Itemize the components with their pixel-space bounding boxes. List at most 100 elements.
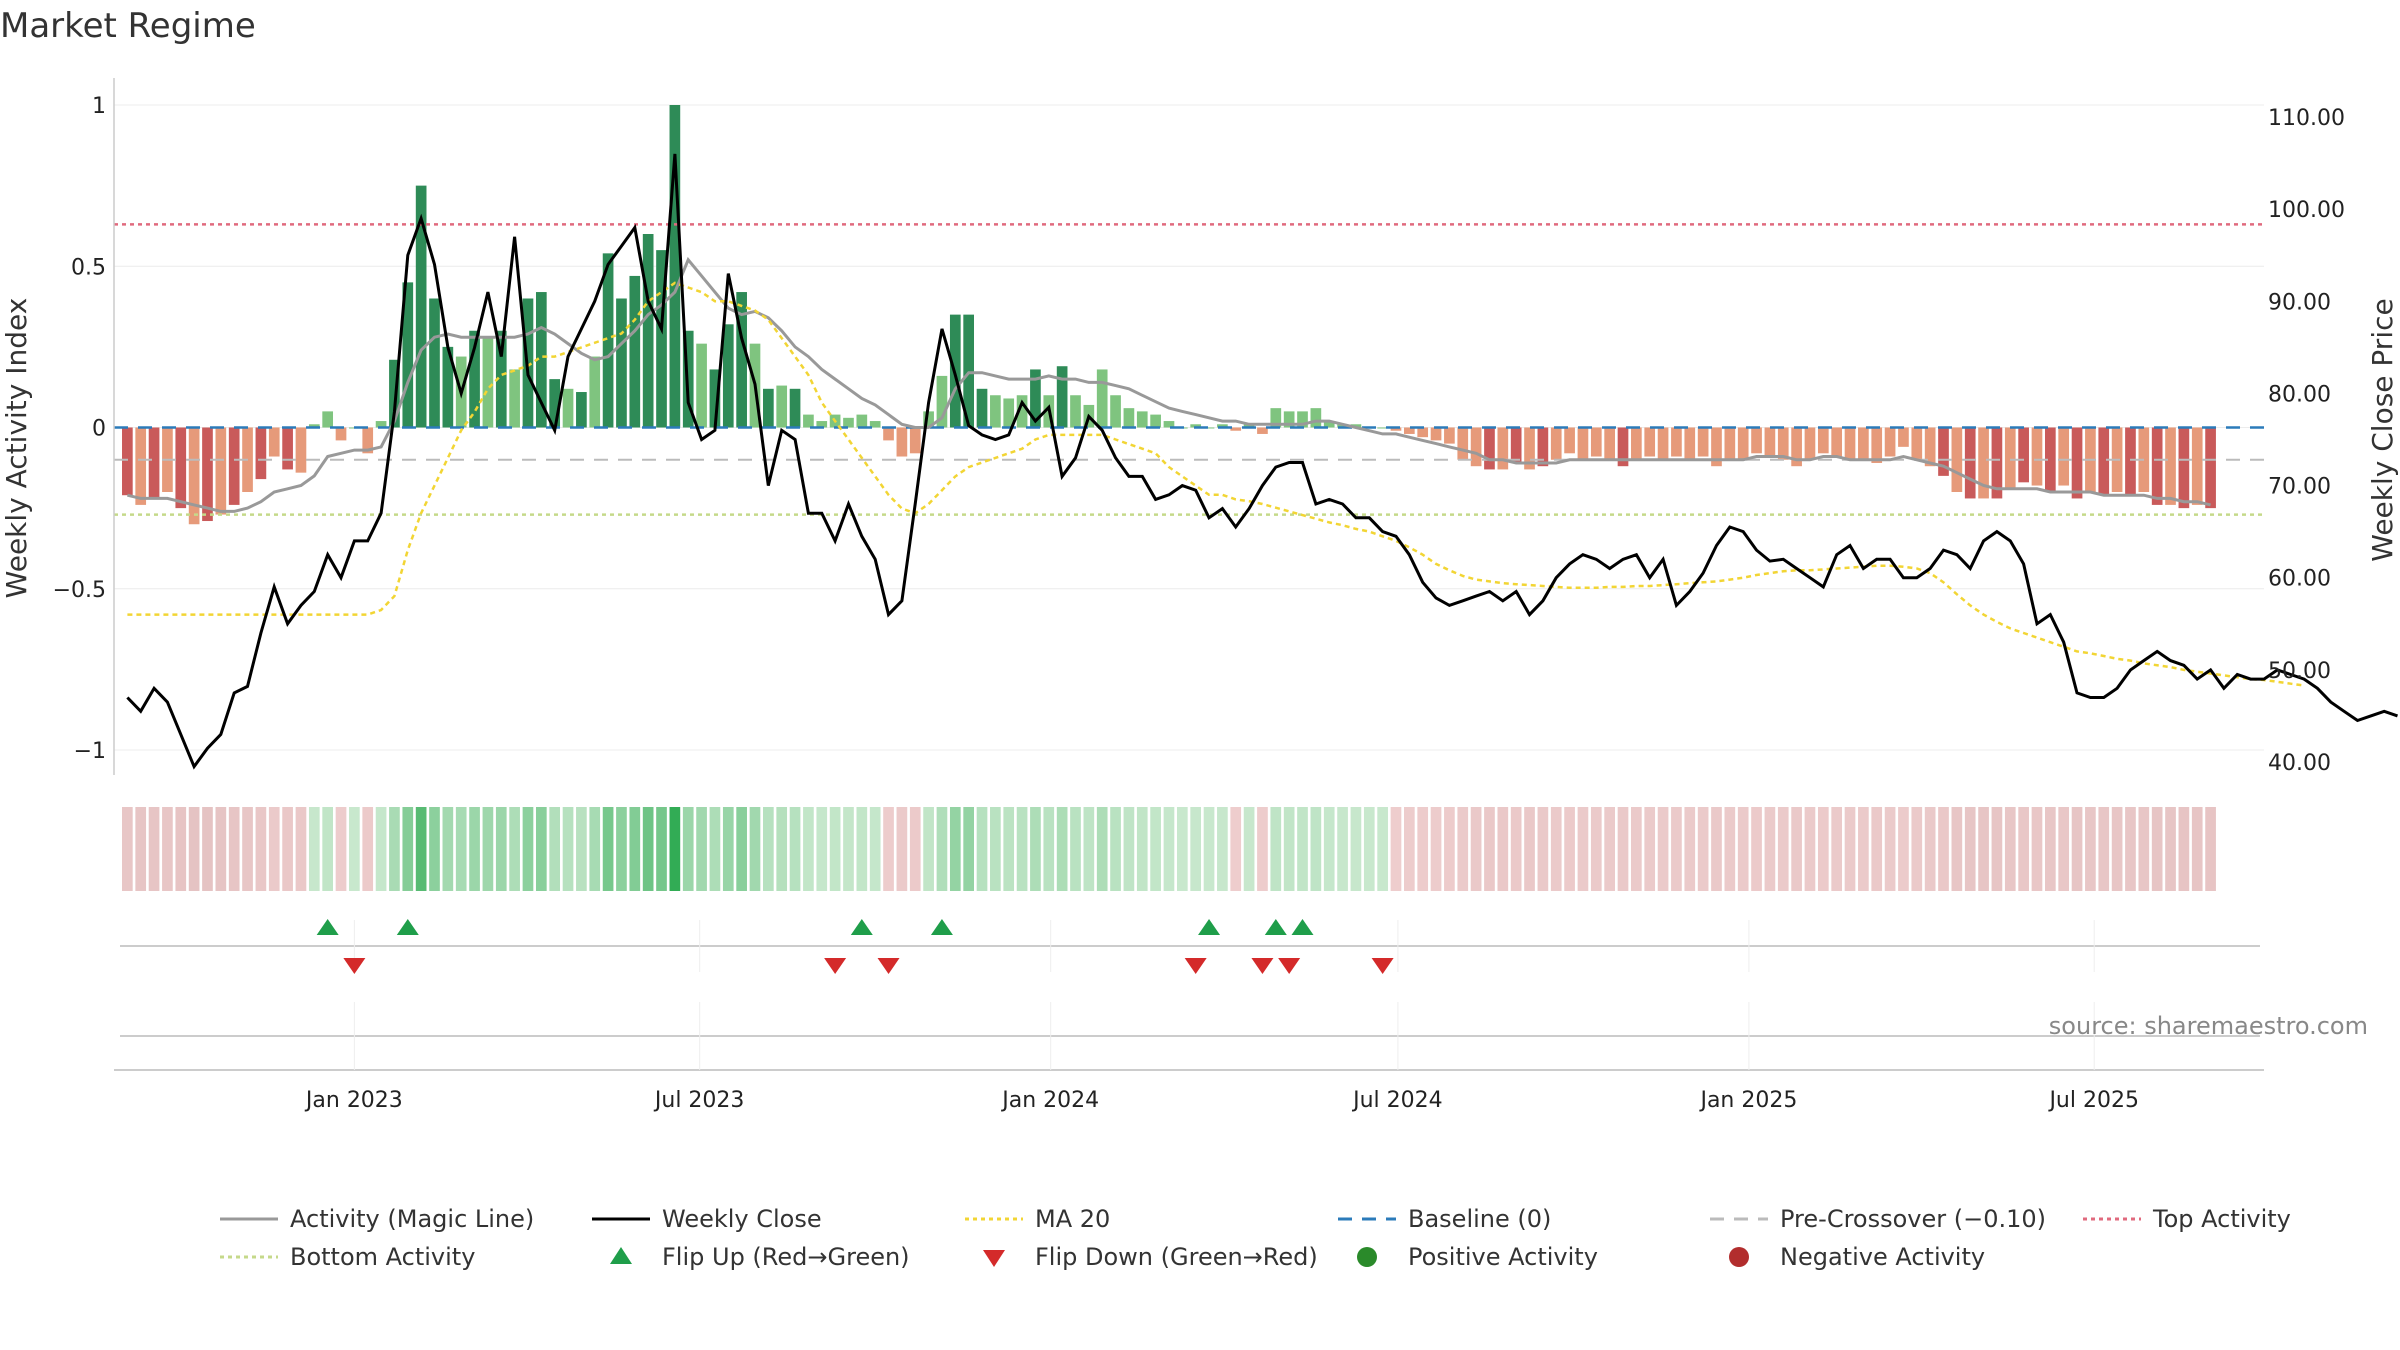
- heat-cell: [1444, 807, 1455, 891]
- heat-cell: [1390, 807, 1402, 891]
- heat-cell: [1163, 807, 1175, 891]
- x-tick-label: Jan 2023: [304, 1088, 403, 1113]
- activity-bar: [1911, 427, 1923, 460]
- x-tick-label: Jan 2025: [1698, 1088, 1797, 1113]
- heat-cell: [268, 807, 280, 891]
- heat-cell: [1964, 807, 1976, 891]
- heat-cell: [1537, 807, 1549, 891]
- heat-cell: [1604, 807, 1615, 891]
- activity-bar: [1791, 427, 1802, 467]
- heat-cell: [362, 807, 374, 891]
- heat-cell: [763, 807, 774, 891]
- left-tick-label: −0.5: [53, 578, 106, 603]
- activity-bar: [656, 250, 667, 428]
- activity-bar: [1898, 427, 1909, 447]
- heat-cell: [1377, 807, 1388, 891]
- activity-bar: [1564, 427, 1575, 454]
- activity-bar: [1684, 427, 1696, 460]
- right-tick-label: 100.00: [2268, 198, 2345, 223]
- heat-cell: [282, 807, 293, 891]
- heat-cell: [1884, 807, 1896, 891]
- heat-cell: [682, 807, 694, 891]
- heat-cell: [1350, 807, 1362, 891]
- activity-bar: [963, 314, 974, 428]
- activity-bar: [1938, 427, 1949, 476]
- heat-cell: [1898, 807, 1909, 891]
- activity-bar: [2058, 427, 2070, 486]
- heat-cell: [1550, 807, 1562, 891]
- heat-cell: [455, 807, 467, 891]
- x-tick-label: Jan 2024: [1000, 1088, 1099, 1113]
- heat-cell: [335, 807, 347, 891]
- right-tick-label: 80.00: [2268, 382, 2331, 407]
- heat-cell: [1524, 807, 1535, 891]
- heat-cell: [175, 807, 187, 891]
- heat-cell: [2004, 807, 2016, 891]
- heat-cell: [629, 807, 641, 891]
- heat-cell: [469, 807, 480, 891]
- heat-cell: [1911, 807, 1923, 891]
- heat-cell: [2031, 807, 2043, 891]
- activity-bar: [2151, 427, 2163, 505]
- heat-cell: [576, 807, 587, 891]
- heat-cell: [1697, 807, 1709, 891]
- activity-bar: [1030, 369, 1041, 428]
- flip-up-marker: [1198, 919, 1221, 935]
- heat-cell: [1924, 807, 1936, 891]
- heat-cell: [2151, 807, 2163, 891]
- activity-bar: [1323, 421, 1335, 428]
- activity-bar: [175, 427, 187, 509]
- legend-label: Flip Down (Green→Red): [1035, 1243, 1318, 1271]
- activity-bar: [1056, 366, 1068, 428]
- heat-cell: [522, 807, 534, 891]
- activity-bar: [616, 298, 627, 428]
- activity-bar: [696, 343, 707, 428]
- heat-cell: [1363, 807, 1375, 891]
- activity-bar: [335, 427, 347, 441]
- flip-down-marker: [1184, 958, 1207, 974]
- heat-cell: [1203, 807, 1215, 891]
- ma20-line: [127, 281, 2305, 687]
- activity-bar: [1270, 408, 1282, 428]
- activity-bar: [122, 427, 133, 496]
- activity-bar: [1777, 427, 1789, 460]
- activity-bar: [1123, 408, 1135, 428]
- activity-bar: [2031, 427, 2043, 486]
- activity-bar: [215, 427, 227, 515]
- heat-cell: [1123, 807, 1135, 891]
- flip-up-marker: [396, 919, 419, 935]
- heat-cell: [669, 807, 681, 891]
- activity-bar: [1858, 427, 1869, 460]
- heat-cell: [1497, 807, 1509, 891]
- source-credit: source: sharemaestro.com: [2049, 1012, 2368, 1040]
- heat-cell: [789, 807, 801, 891]
- activity-bar: [469, 330, 480, 428]
- heat-cell: [1217, 807, 1228, 891]
- legend-dot-icon: [1357, 1247, 1377, 1267]
- activity-bar: [362, 427, 374, 454]
- activity-bar: [402, 282, 414, 428]
- activity-bar: [2004, 427, 2016, 489]
- legend-label: Baseline (0): [1408, 1205, 1551, 1233]
- activity-bar: [1951, 427, 1963, 492]
- activity-bar: [776, 385, 788, 428]
- heat-cell: [1564, 807, 1575, 891]
- heat-cell: [1230, 807, 1242, 891]
- activity-bar: [1163, 421, 1175, 428]
- activity-bar: [1350, 424, 1362, 428]
- heat-cell: [202, 807, 213, 891]
- bottom-panel: Jan 2023 Jul 2023 Jan 2024 Jul 2024 Jan 2025…: [114, 1002, 2264, 1113]
- heat-cell: [2018, 807, 2029, 891]
- heat-cell: [1737, 807, 1749, 891]
- activity-bar: [549, 379, 561, 428]
- heat-cell: [1791, 807, 1802, 891]
- activity-bar: [1497, 427, 1509, 470]
- activity-bar: [1096, 369, 1108, 428]
- activity-bar: [255, 427, 267, 480]
- heat-cell: [135, 807, 147, 891]
- activity-bar: [1884, 427, 1896, 457]
- heat-cell: [1577, 807, 1589, 891]
- heat-cell: [1457, 807, 1469, 891]
- heat-cell: [2125, 807, 2136, 891]
- left-axis-label: Weekly Activity Index: [0, 298, 33, 599]
